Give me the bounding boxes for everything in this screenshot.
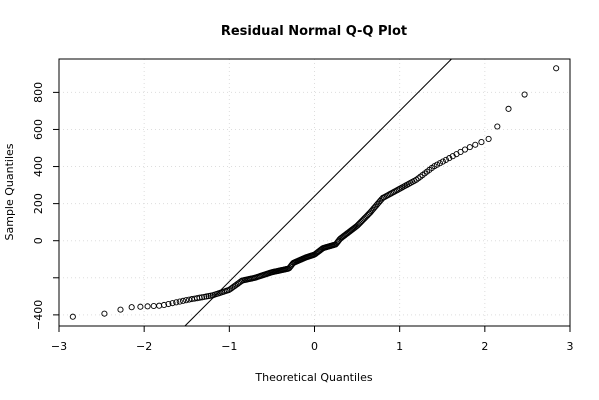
data-point xyxy=(472,141,479,148)
y-tick-label: −400 xyxy=(32,300,45,330)
x-tick-label: 1 xyxy=(396,340,403,353)
data-point xyxy=(485,135,492,142)
data-point xyxy=(442,156,449,163)
y-axis: −400 0 200 400 600 800 xyxy=(32,82,59,330)
y-tick-label: 0 xyxy=(32,237,45,244)
data-point xyxy=(169,300,176,307)
y-tick-label: 400 xyxy=(32,156,45,177)
data-point xyxy=(494,123,501,130)
y-tick-label: 600 xyxy=(32,119,45,140)
data-point xyxy=(198,294,206,301)
chart-title: Residual Normal Q-Q Plot xyxy=(221,24,407,39)
data-point xyxy=(461,146,469,153)
data-point xyxy=(69,313,76,320)
data-point xyxy=(165,300,172,308)
data-point xyxy=(203,293,210,300)
data-point xyxy=(128,304,135,311)
data-point xyxy=(144,303,151,310)
grid xyxy=(58,59,571,326)
x-tick-label: −1 xyxy=(221,340,237,353)
data-point xyxy=(156,302,163,309)
data-point xyxy=(101,310,108,317)
data-point xyxy=(137,303,144,310)
data-point xyxy=(285,265,292,272)
x-axis: −3 −2 −1 0 1 2 3 xyxy=(51,326,574,353)
data-point xyxy=(505,105,512,112)
x-tick-label: −2 xyxy=(136,340,152,353)
data-point xyxy=(201,293,208,300)
data-point xyxy=(521,91,528,98)
x-tick-label: −3 xyxy=(51,340,67,353)
y-axis-label: Sample Quantiles xyxy=(3,143,16,240)
data-point xyxy=(160,301,168,309)
data-point xyxy=(439,158,446,165)
data-point xyxy=(237,278,244,285)
data-point xyxy=(478,139,485,146)
data-point xyxy=(446,155,453,162)
y-tick-label: 800 xyxy=(32,82,45,103)
data-point xyxy=(117,306,124,313)
y-tick-label: 200 xyxy=(32,193,45,214)
x-tick-label: 2 xyxy=(481,340,488,353)
data-points xyxy=(69,65,560,320)
x-tick-label: 0 xyxy=(311,340,318,353)
qq-reference-line xyxy=(184,58,452,327)
data-point xyxy=(466,144,473,151)
data-point xyxy=(180,297,187,304)
x-tick-label: 3 xyxy=(567,340,574,353)
data-point xyxy=(176,298,183,305)
data-point xyxy=(173,299,180,306)
data-point xyxy=(553,65,560,72)
x-axis-label: Theoretical Quantiles xyxy=(254,371,372,384)
data-point xyxy=(183,297,190,304)
data-point xyxy=(436,160,443,167)
data-point xyxy=(150,302,157,310)
